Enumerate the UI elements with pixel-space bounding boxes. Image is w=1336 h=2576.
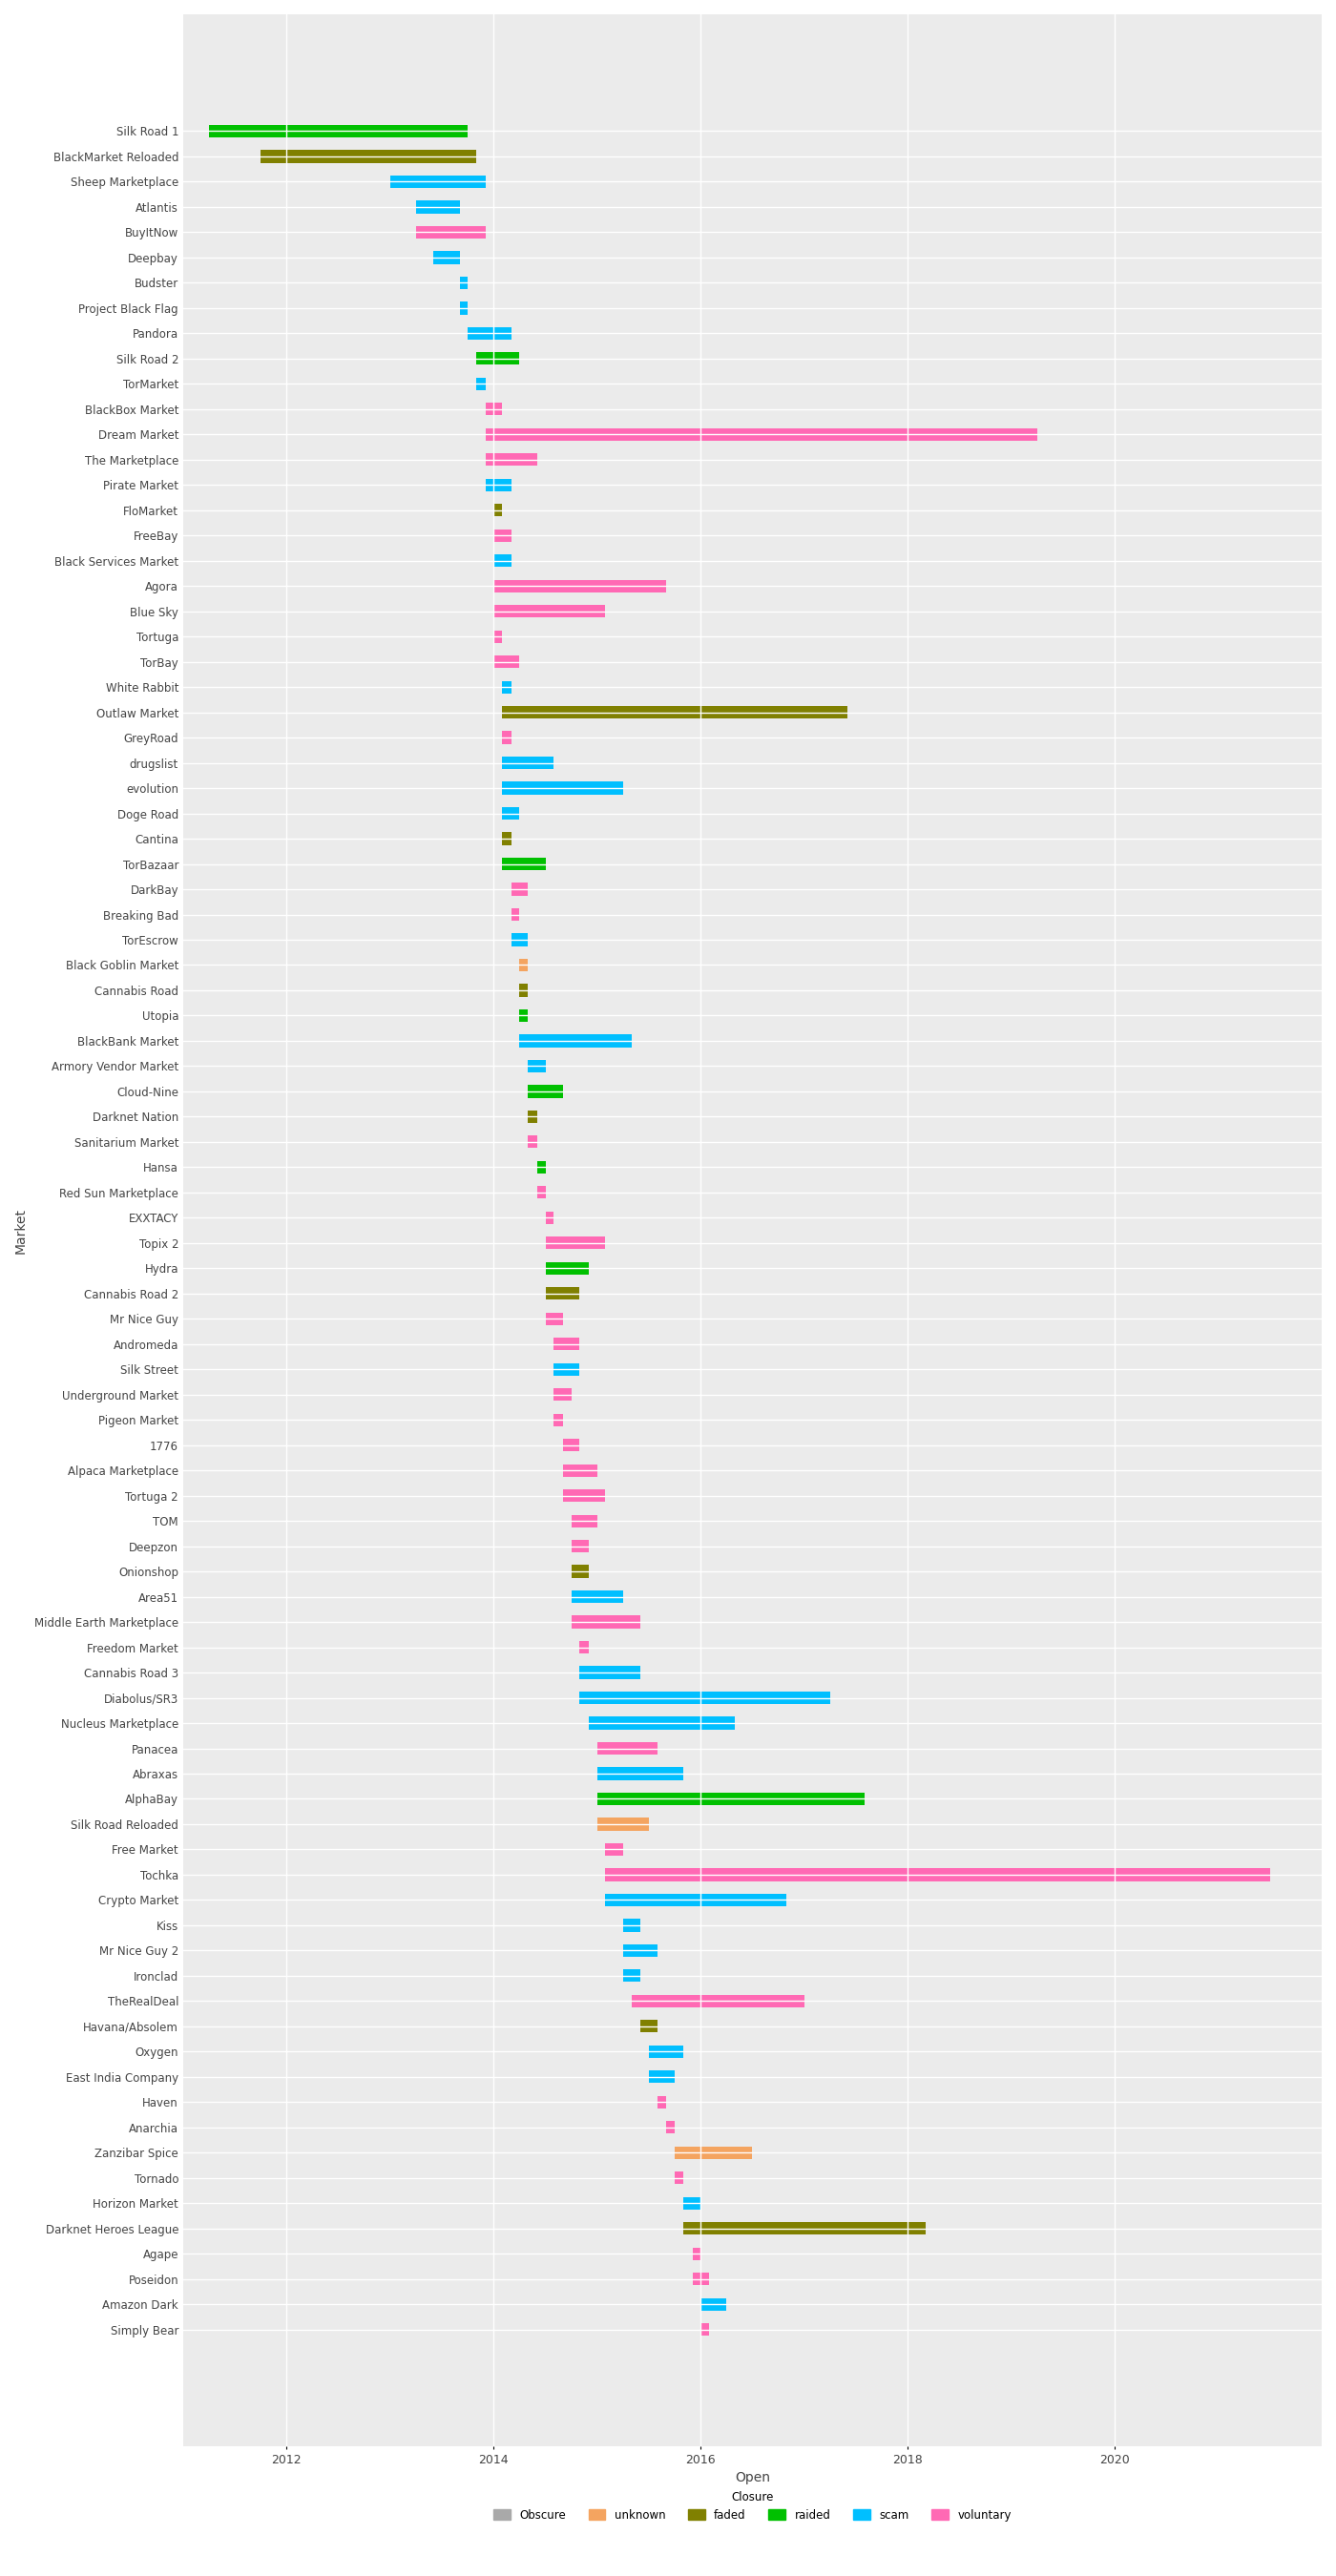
Bar [597,1793,864,1806]
Bar [485,453,537,466]
Bar [562,1463,597,1476]
Bar [512,933,528,945]
Bar [589,1716,735,1728]
Bar [545,1236,605,1249]
Bar [553,1363,580,1376]
Bar [553,1414,562,1427]
Bar [494,654,520,667]
Bar [692,2272,709,2285]
Bar [537,1185,545,1198]
Bar [208,124,468,137]
Bar [502,832,512,845]
Bar [494,631,502,644]
Bar [460,276,468,289]
Bar [528,1084,562,1097]
Bar [476,379,485,389]
Bar [485,479,512,492]
Bar [572,1540,589,1553]
Bar [520,1010,528,1023]
Bar [502,783,623,793]
Bar [528,1059,545,1072]
Bar [494,580,667,592]
Bar [502,806,520,819]
Bar [605,1868,1271,1880]
Legend: Obscure, unknown, faded, raided, scam, voluntary: Obscure, unknown, faded, raided, scam, v… [489,2486,1015,2527]
Bar [434,252,460,263]
Bar [528,1136,537,1149]
Bar [605,1893,787,1906]
Bar [572,1589,623,1602]
Bar [460,301,468,314]
Bar [512,909,520,920]
Bar [580,1667,641,1680]
Bar [528,1110,537,1123]
Bar [537,1162,545,1175]
Bar [476,353,520,366]
Bar [700,2298,727,2311]
Bar [390,175,485,188]
Bar [545,1211,553,1224]
Y-axis label: Market: Market [15,1208,28,1255]
Bar [623,1919,641,1932]
Bar [562,1440,580,1450]
Bar [623,1945,657,1958]
Bar [485,428,1037,440]
Bar [553,1337,580,1350]
Bar [502,858,545,871]
Bar [580,1692,830,1705]
X-axis label: Open: Open [735,2470,770,2486]
Bar [572,1515,597,1528]
Bar [261,149,476,162]
Bar [545,1262,589,1275]
Bar [520,984,528,997]
Bar [415,227,485,240]
Bar [597,1819,649,1832]
Bar [675,2172,683,2184]
Bar [553,1388,572,1401]
Bar [520,958,528,971]
Bar [494,528,512,541]
Bar [683,2197,700,2210]
Bar [605,1842,623,1855]
Bar [641,2020,657,2032]
Bar [494,605,605,618]
Bar [649,2071,675,2084]
Bar [649,2045,683,2058]
Bar [494,554,512,567]
Bar [468,327,512,340]
Bar [597,1767,683,1780]
Bar [562,1489,605,1502]
Bar [502,732,512,744]
Bar [512,884,528,896]
Bar [572,1615,641,1628]
Bar [675,2146,752,2159]
Bar [502,680,512,693]
Bar [485,402,502,415]
Bar [494,505,502,518]
Bar [545,1311,562,1324]
Bar [700,2324,709,2336]
Bar [683,2223,926,2236]
Bar [657,2097,667,2107]
Bar [692,2246,700,2259]
Bar [545,1288,580,1301]
Bar [520,1036,632,1048]
Bar [572,1566,589,1577]
Bar [667,2120,675,2133]
Bar [623,1971,641,1981]
Bar [597,1741,657,1754]
Bar [502,706,847,719]
Bar [580,1641,589,1654]
Bar [502,757,553,770]
Bar [415,201,460,214]
Bar [632,1994,804,2007]
